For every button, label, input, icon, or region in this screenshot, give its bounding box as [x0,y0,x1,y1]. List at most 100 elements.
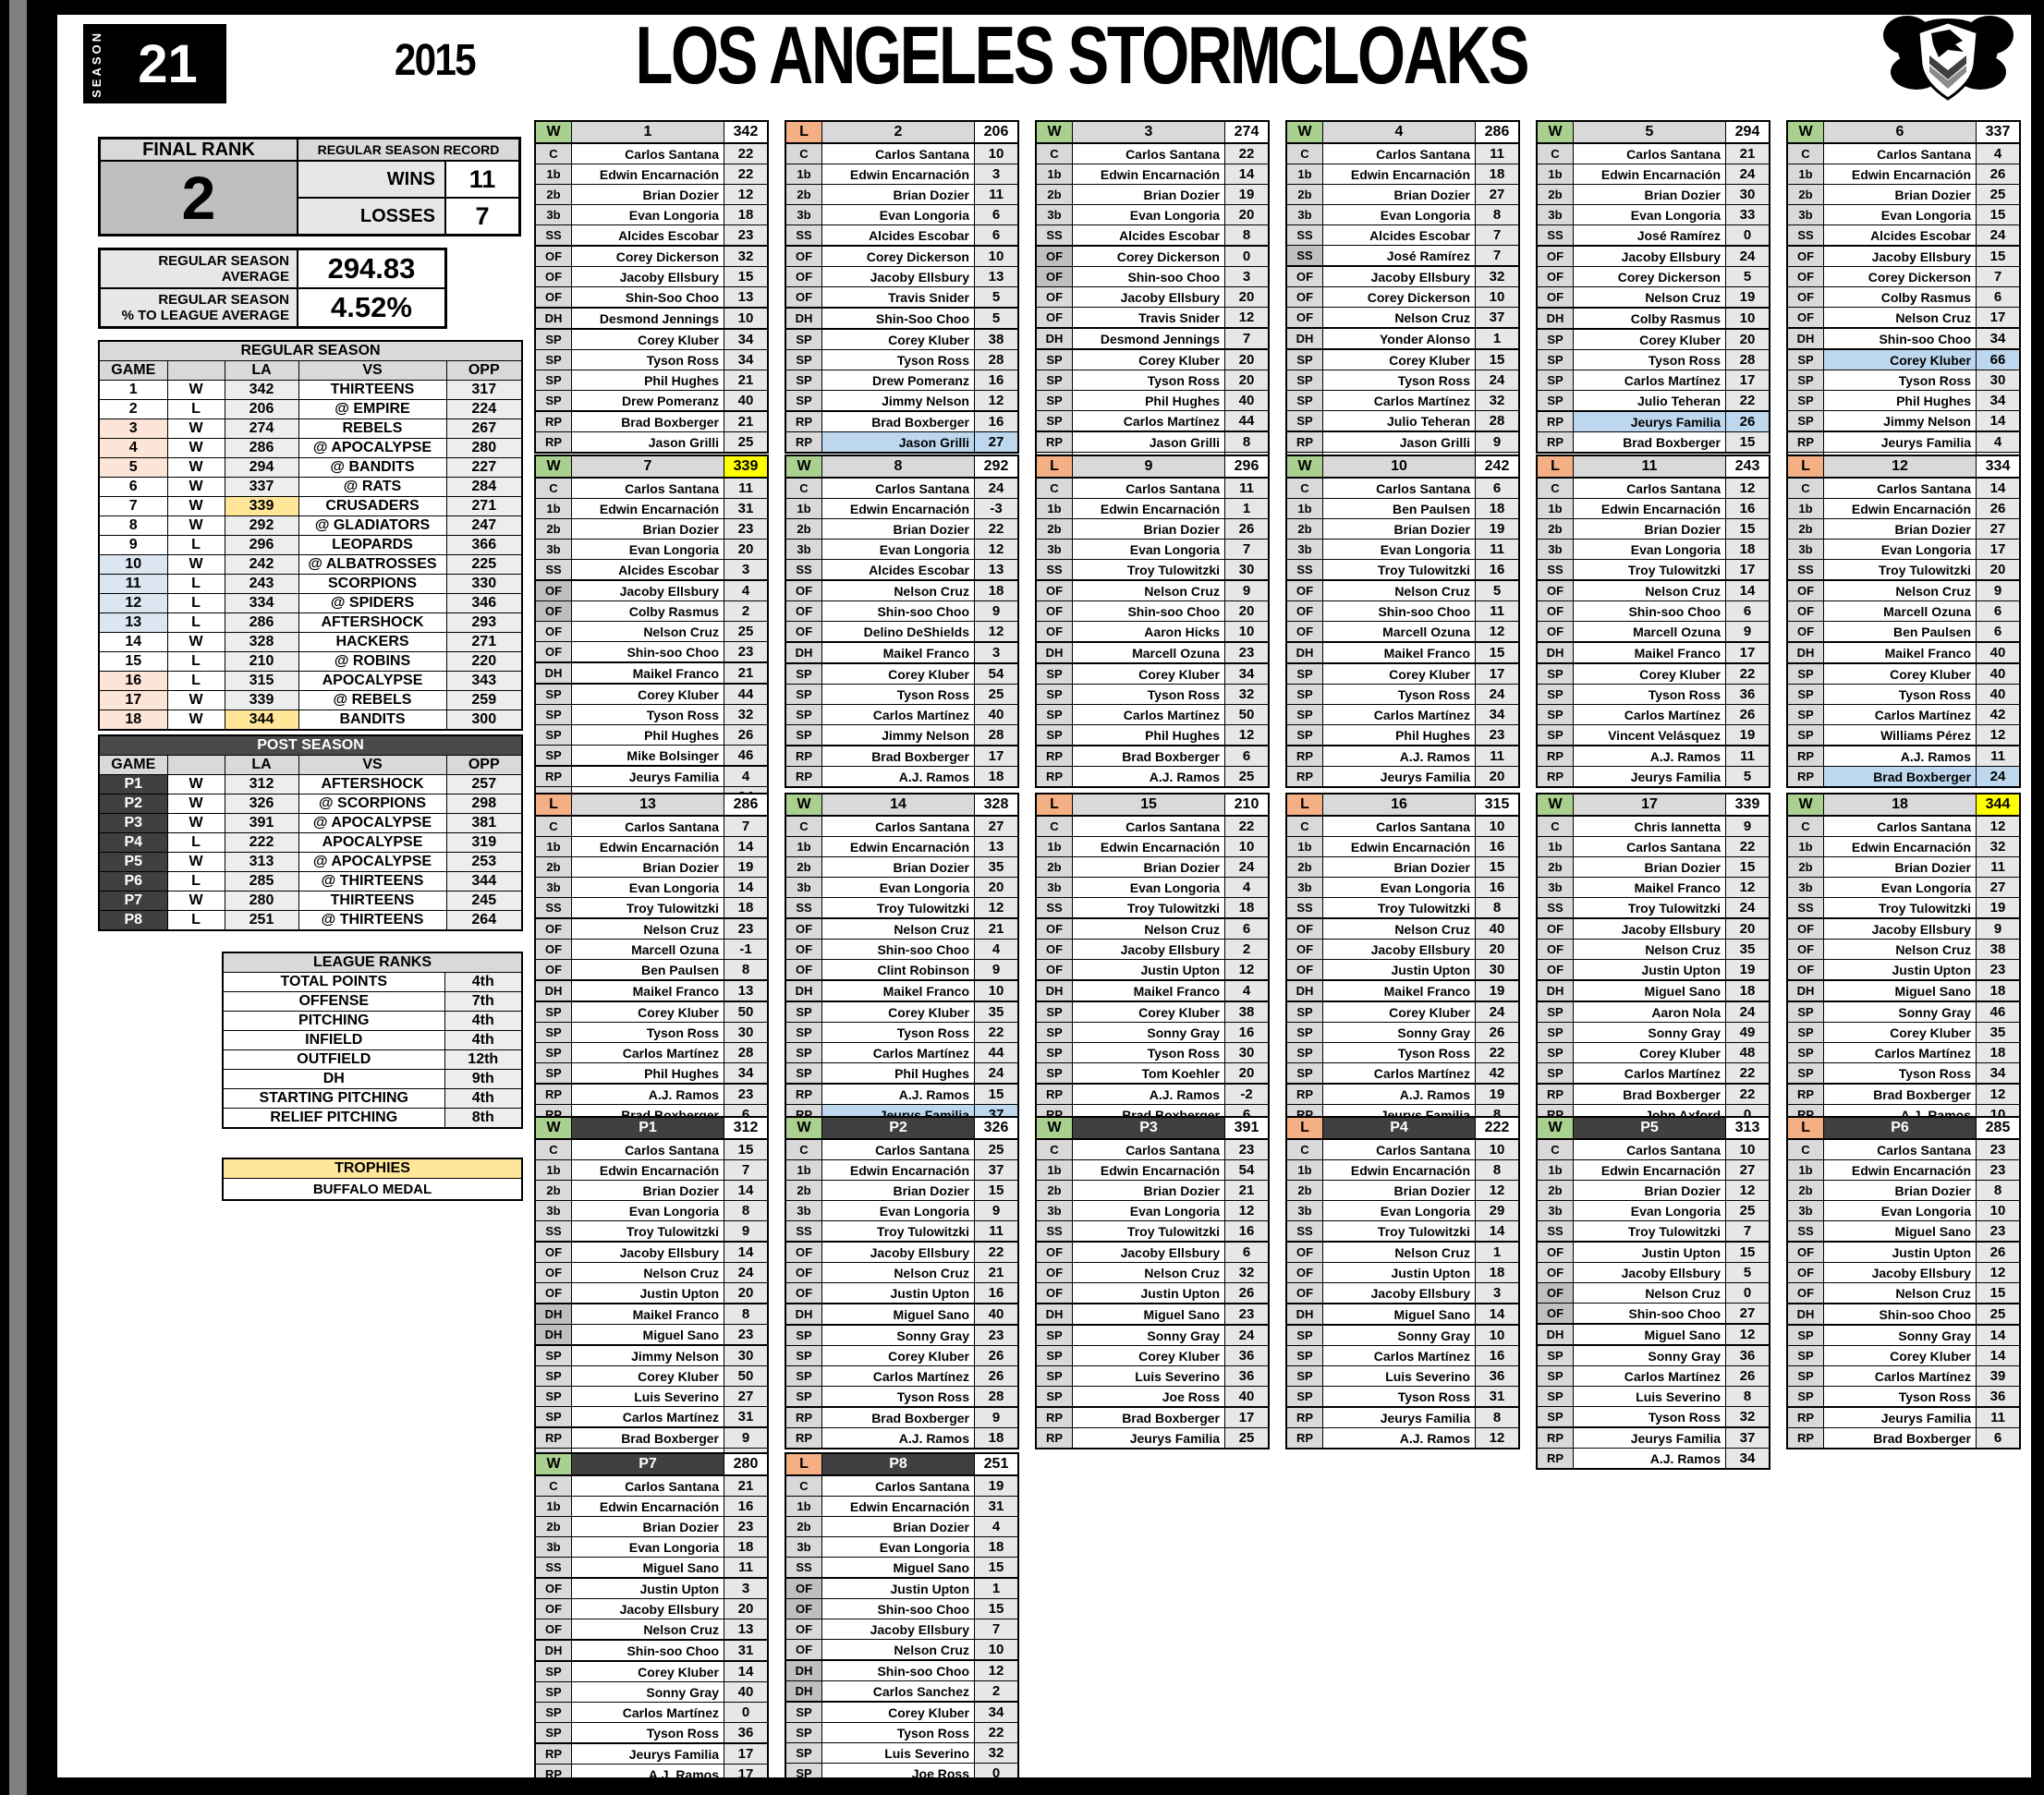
lineup-row: OF Justin Upton 18 [1287,1262,1518,1282]
position-cell: SP [536,685,572,704]
position-cell: C [1788,1140,1824,1159]
position-cell: RP [1538,1428,1574,1448]
position-cell: OF [786,601,822,621]
player-name-cell: A.J. Ramos [822,1428,975,1448]
player-name-cell: Shin-soo Choo [572,642,724,661]
lineup-row: SP Tyson Ross 30 [536,1022,767,1042]
player-name-cell: Tyson Ross [1323,1043,1476,1062]
points-cell: 8 [724,1304,767,1324]
player-name-cell: Edwin Encarnación [1323,164,1476,184]
opp-score-cell: 225 [445,554,523,575]
lineup-row: C Carlos Santana 7 [536,815,767,836]
points-cell: 6 [1977,287,2019,307]
opp-score-cell: 298 [445,794,523,814]
points-cell: 19 [1476,519,1518,539]
points-cell: 15 [1726,519,1769,539]
lineup-row: C Carlos Santana 11 [1037,477,1268,498]
lineup-row: 2b Brian Dozier 35 [786,856,1017,877]
lineup-row: SP Phil Hughes 40 [1037,390,1268,410]
points-cell: 8 [1726,1387,1769,1406]
player-name-cell: Carlos Martínez [822,1043,975,1062]
player-name-cell: Nelson Cruz [1824,1283,1977,1303]
lineup-row: SP Luis Severino 36 [1037,1365,1268,1386]
points-cell: 34 [1476,705,1518,724]
player-name-cell: Jimmy Nelson [822,391,975,410]
player-name-cell: Jacoby Ellsbury [1073,1243,1225,1262]
box-score-header: W 5 294 [1538,122,1769,142]
position-cell: 2b [1287,519,1323,539]
opp-score-cell: 300 [445,710,523,731]
player-name-cell: Brian Dozier [1574,857,1726,877]
result-cell: L [166,593,225,613]
position-cell: OF [1788,622,1824,641]
player-name-cell: Corey Dickerson [1323,287,1476,307]
lineup-row: OF Justin Upton 26 [1788,1241,2019,1262]
lineup-row: 3b Evan Longoria 4 [1037,877,1268,897]
lineup-row: OF Justin Upton 12 [1037,959,1268,979]
points-cell: 15 [1476,857,1518,877]
rank-value: 4th [444,1088,523,1109]
points-cell: 40 [1225,391,1268,410]
opp-score-cell: 366 [445,535,523,555]
lineup-row: C Carlos Santana 22 [1037,815,1268,836]
team-score: 312 [724,1118,767,1138]
points-cell: 7 [975,1619,1017,1639]
position-cell: 1b [786,1160,822,1180]
points-cell: 16 [1726,499,1769,518]
box-score-header: W 1 342 [536,122,767,142]
lineup-row: RP Jeurys Familia 5 [1538,766,1769,786]
rank-value: 9th [444,1069,523,1089]
lineup-row: 1b Edwin Encarnación 22 [536,164,767,184]
player-name-cell: Corey Dickerson [822,247,975,266]
box-score-card: W 5 294 C Carlos Santana 21 1b Edwin Encarnació… [1536,120,1770,454]
la-score-cell: 294 [224,457,299,478]
points-cell: 12 [724,185,767,204]
position-cell: SP [786,1326,822,1345]
player-name-cell: Shin-soo Choo [822,1599,975,1619]
points-cell: 26 [1977,499,2019,518]
position-cell: SP [1037,685,1073,704]
player-name-cell: Jeurys Familia [1574,1428,1726,1448]
position-cell: 1b [1788,499,1824,518]
player-name-cell: Corey Kluber [572,330,724,349]
points-cell: 44 [724,685,767,704]
position-cell: RP [1287,767,1323,786]
player-name-cell: Edwin Encarnación [1073,499,1225,518]
box-score-card: W P7 280 C Carlos Santana 21 1b Edwin Encarnaci… [534,1452,769,1786]
position-cell: OF [1538,601,1574,621]
team-score: 315 [1476,794,1518,815]
points-cell: 7 [1476,246,1518,265]
lineup-row: 1b Edwin Encarnación 10 [1037,836,1268,856]
game-number: 18 [1824,794,1977,815]
post-season-game-row: P8 L 251 @ THIRTEENS 264 [98,910,523,931]
lineup-row: OF Jacoby Ellsbury 3 [1287,1282,1518,1303]
player-name-cell: A.J. Ramos [1323,1085,1476,1104]
player-name-cell: Luis Severino [1574,1387,1726,1406]
points-cell: 12 [1977,725,2019,745]
game-number-cell: 12 [98,593,168,613]
player-name-cell: Tyson Ross [1323,1387,1476,1406]
lineup-row: SS Miguel Sano 11 [536,1557,767,1577]
lineup-row: RP A.J. Ramos 23 [536,1083,767,1104]
player-name-cell: Phil Hughes [572,725,724,745]
player-name-cell: Justin Upton [1073,960,1225,979]
position-cell: SS [1538,898,1574,917]
position-cell: 2b [1538,519,1574,539]
player-name-cell: A.J. Ramos [1073,767,1225,786]
result-cell: W [166,891,225,911]
position-cell: OF [1287,267,1323,286]
player-name-cell: Brad Boxberger [1824,1428,1977,1448]
points-cell: 21 [1726,144,1769,164]
player-name-cell: Carlos Santana [1323,817,1476,836]
points-cell: 11 [1977,1408,2019,1427]
lineup-row: DH Shin-soo Choo 25 [1788,1303,2019,1324]
lineup-row: 1b Edwin Encarnación 31 [536,498,767,518]
player-name-cell: Sonny Gray [1574,1023,1726,1042]
points-cell: 18 [1726,981,1769,1001]
points-cell: -3 [975,499,1017,518]
lineup-row: OF Nelson Cruz 25 [536,621,767,641]
lineup-row: SP Tyson Ross 25 [786,684,1017,704]
position-cell: SP [536,1063,572,1083]
points-cell: 26 [1225,519,1268,539]
box-score-header: L 12 334 [1788,456,2019,477]
